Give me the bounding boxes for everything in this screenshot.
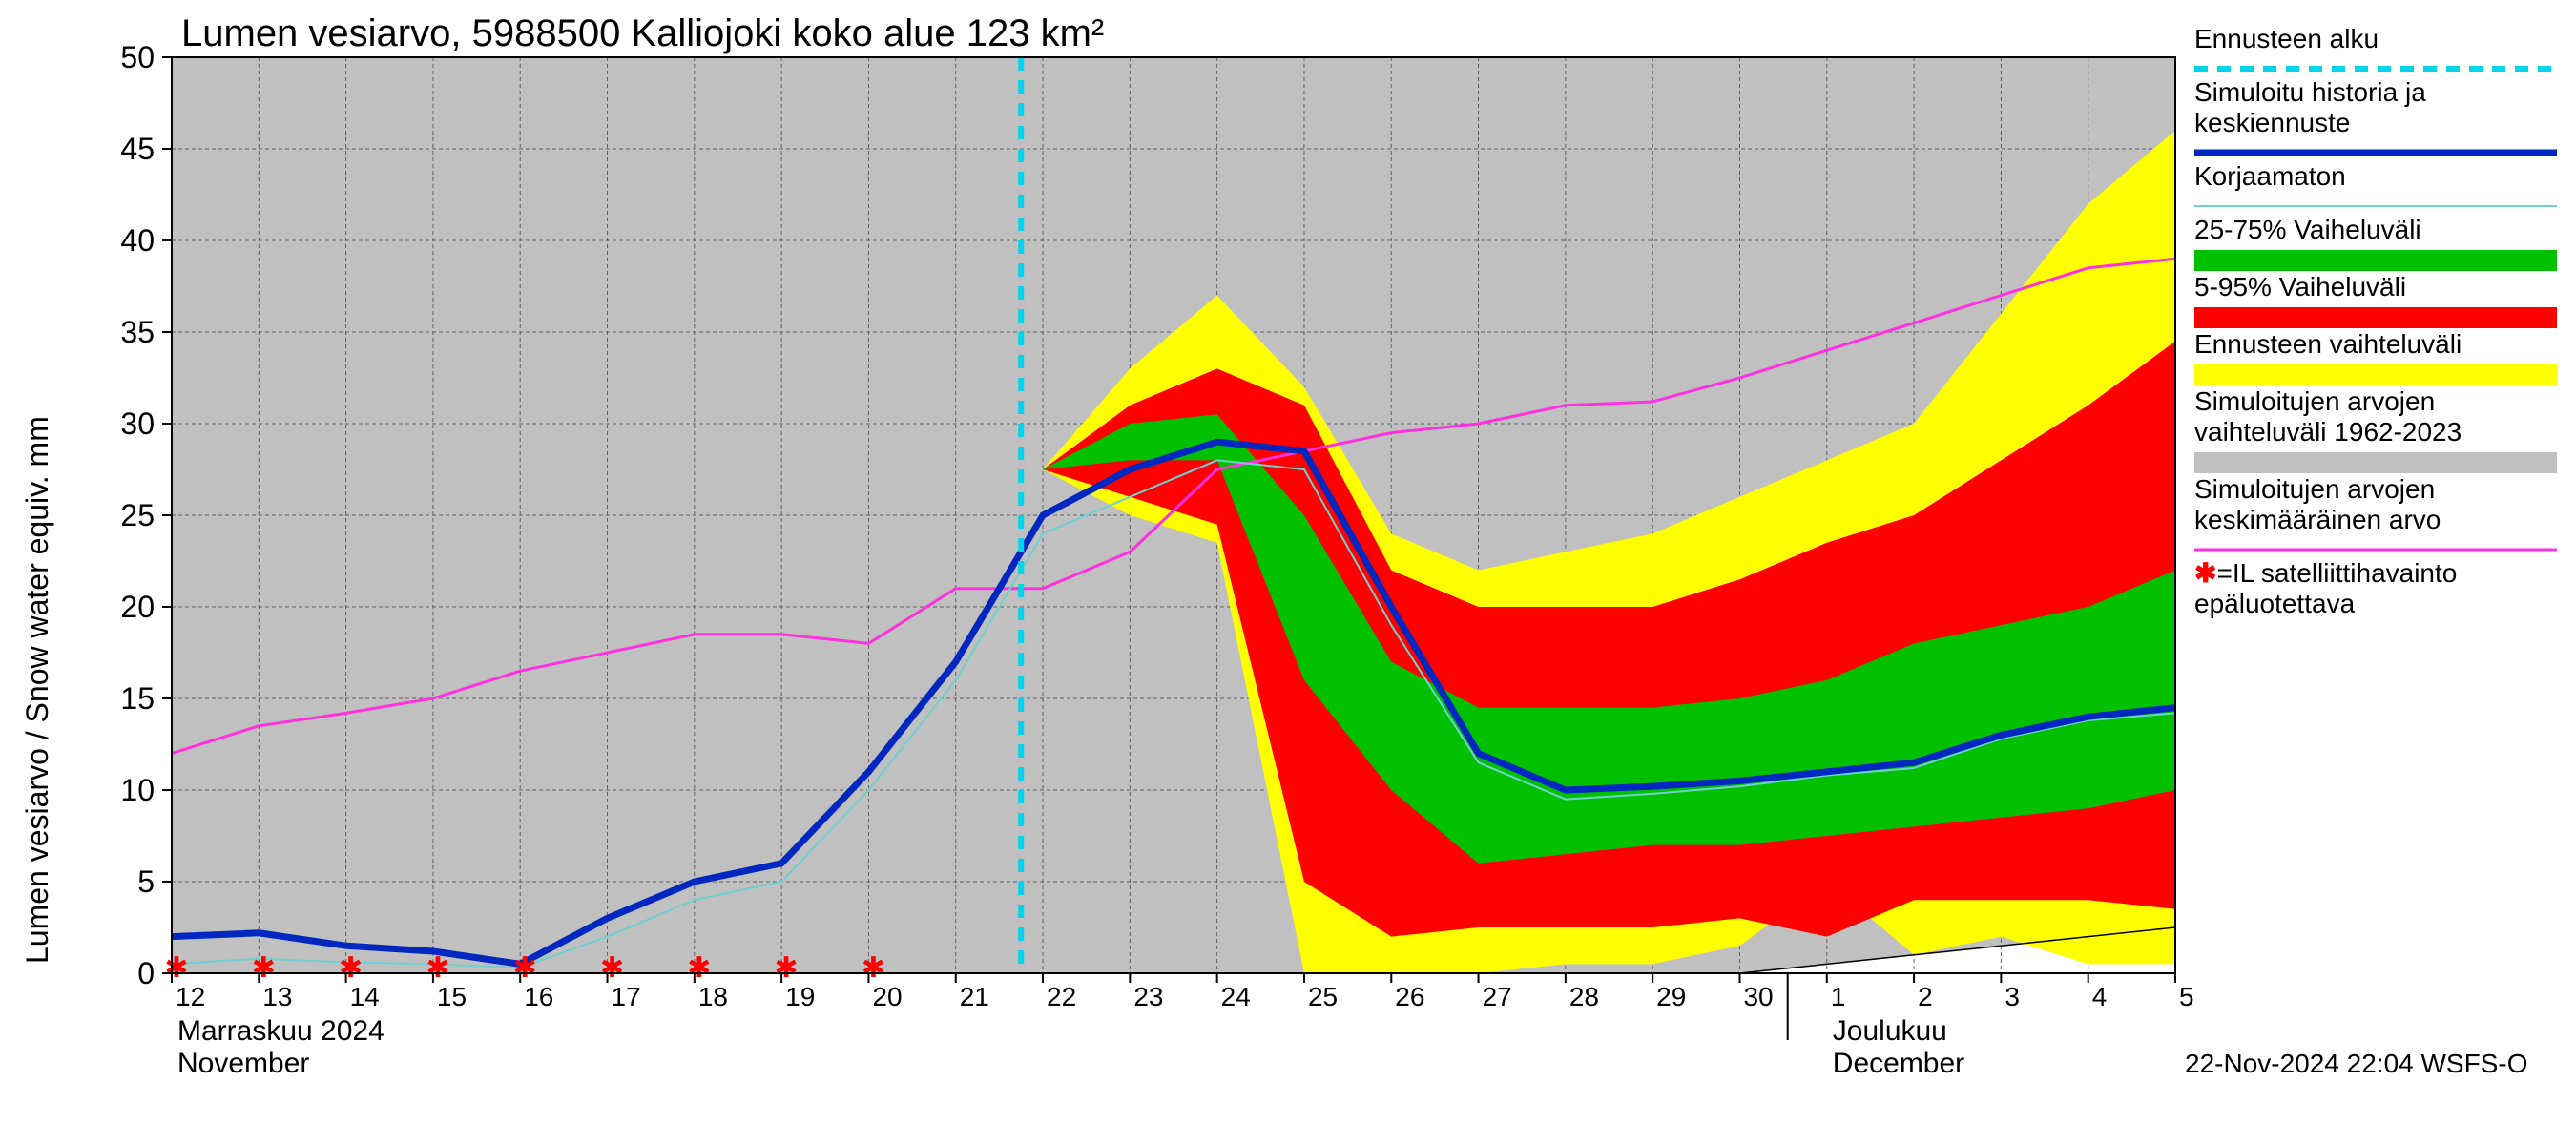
xtick-label: 12	[176, 982, 205, 1011]
unreliable-marker: ✱	[862, 952, 885, 984]
legend-swatch	[2194, 250, 2557, 271]
legend-label: ✱=IL satelliittihavainto	[2194, 558, 2457, 588]
month-label-fi: Joulukuu	[1833, 1015, 1947, 1047]
xtick-label: 3	[2005, 982, 2020, 1011]
ytick-label: 25	[120, 498, 155, 532]
xtick-label: 27	[1483, 982, 1512, 1011]
xtick-label: 13	[262, 982, 292, 1011]
legend-label: epäluotettava	[2194, 589, 2356, 618]
ytick-label: 35	[120, 315, 155, 349]
ytick-label: 0	[137, 956, 155, 990]
xtick-label: 2	[1918, 982, 1933, 1011]
legend-label: keskiennuste	[2194, 108, 2350, 137]
xtick-label: 20	[872, 982, 902, 1011]
unreliable-marker: ✱	[339, 952, 363, 984]
legend-label: Simuloitu historia ja	[2194, 77, 2426, 107]
legend-label: Simuloitujen arvojen	[2194, 386, 2435, 416]
xtick-label: 22	[1047, 982, 1076, 1011]
xtick-label: 28	[1569, 982, 1599, 1011]
xtick-label: 4	[2092, 982, 2108, 1011]
legend-label: Simuloitujen arvojen	[2194, 474, 2435, 504]
legend-swatch	[2194, 307, 2557, 328]
ytick-label: 5	[137, 864, 155, 899]
ytick-label: 15	[120, 681, 155, 716]
legend-swatch	[2194, 364, 2557, 385]
xtick-label: 25	[1308, 982, 1338, 1011]
xtick-label: 14	[350, 982, 380, 1011]
legend-swatch	[2194, 452, 2557, 473]
ytick-label: 50	[120, 40, 155, 74]
ytick-label: 20	[120, 590, 155, 624]
xtick-label: 29	[1656, 982, 1686, 1011]
ytick-label: 10	[120, 773, 155, 807]
chart-title: Lumen vesiarvo, 5988500 Kalliojoki koko …	[181, 12, 1104, 54]
xtick-label: 5	[2179, 982, 2194, 1011]
unreliable-marker: ✱	[252, 952, 276, 984]
chart-svg: ✱✱✱✱✱✱✱✱✱0510152025303540455012131415161…	[0, 0, 2576, 1145]
xtick-label: 1	[1831, 982, 1846, 1011]
xtick-label: 16	[524, 982, 553, 1011]
month-label-fi: Marraskuu 2024	[177, 1015, 384, 1047]
xtick-label: 18	[698, 982, 728, 1011]
legend-label: 25-75% Vaiheluväli	[2194, 215, 2421, 244]
xtick-label: 21	[960, 982, 989, 1011]
unreliable-marker: ✱	[687, 952, 711, 984]
xtick-label: 23	[1133, 982, 1163, 1011]
legend-label: 5-95% Vaiheluväli	[2194, 272, 2406, 302]
chart-container: ✱✱✱✱✱✱✱✱✱0510152025303540455012131415161…	[0, 0, 2576, 1145]
xtick-label: 17	[612, 982, 641, 1011]
xtick-label: 19	[785, 982, 815, 1011]
xtick-label: 30	[1743, 982, 1773, 1011]
xtick-label: 24	[1221, 982, 1251, 1011]
legend-label: Ennusteen vaihteluväli	[2194, 329, 2462, 359]
legend-label: vaihteluväli 1962-2023	[2194, 417, 2462, 447]
unreliable-marker: ✱	[600, 952, 624, 984]
ytick-label: 45	[120, 132, 155, 166]
ytick-label: 30	[120, 406, 155, 441]
xtick-label: 15	[437, 982, 467, 1011]
legend-label: keskimääräinen arvo	[2194, 505, 2441, 534]
timestamp: 22-Nov-2024 22:04 WSFS-O	[2185, 1049, 2528, 1078]
xtick-label: 26	[1395, 982, 1424, 1011]
unreliable-marker: ✱	[513, 952, 537, 984]
ytick-label: 40	[120, 223, 155, 258]
month-label-en: December	[1833, 1048, 1964, 1079]
unreliable-marker: ✱	[426, 952, 449, 984]
legend-label: Korjaamaton	[2194, 161, 2346, 191]
month-label-en: November	[177, 1048, 309, 1079]
unreliable-marker: ✱	[775, 952, 799, 984]
unreliable-marker: ✱	[164, 952, 188, 984]
legend-label: Ennusteen alku	[2194, 24, 2379, 53]
y-axis-label: Lumen vesiarvo / Snow water equiv. mm	[20, 416, 54, 964]
